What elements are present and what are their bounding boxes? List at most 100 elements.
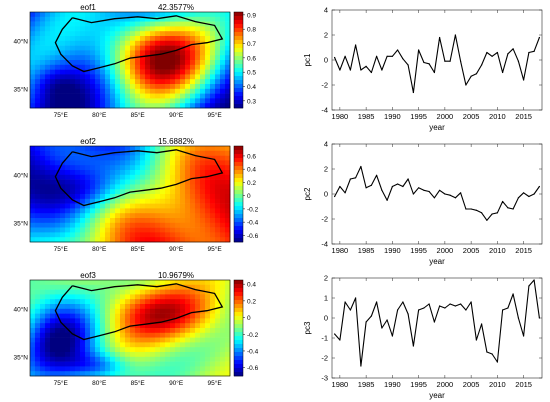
- field-cell: [225, 194, 231, 200]
- field-cell: [95, 184, 101, 190]
- field-cell: [165, 313, 171, 319]
- field-cell: [50, 55, 56, 61]
- field-cell: [225, 294, 231, 300]
- field-cell: [170, 198, 176, 204]
- field-cell: [100, 174, 106, 180]
- field-cell: [160, 332, 166, 338]
- field-cell: [100, 304, 106, 310]
- field-cell: [170, 21, 176, 27]
- field-cell: [40, 304, 46, 310]
- field-cell: [215, 79, 221, 85]
- field-cell: [95, 227, 101, 233]
- x-tick-label: 1995: [410, 380, 427, 389]
- field-cell: [75, 323, 81, 329]
- field-cell: [40, 332, 46, 338]
- field-cell: [95, 26, 101, 32]
- field-cell: [195, 347, 201, 353]
- field-cell: [80, 347, 86, 353]
- field-cell: [225, 304, 231, 310]
- field-cell: [55, 347, 61, 353]
- field-cell: [200, 208, 206, 214]
- field-cell: [100, 160, 106, 166]
- field-cell: [140, 227, 146, 233]
- field-cell: [140, 69, 146, 75]
- field-cell: [100, 12, 106, 18]
- field-cell: [160, 174, 166, 180]
- field-cell: [50, 40, 56, 46]
- field-cell: [145, 189, 151, 195]
- field-cell: [90, 74, 96, 80]
- colorbar-step: [234, 238, 243, 243]
- data-point: [512, 208, 514, 210]
- field-cell: [50, 184, 56, 190]
- field-cell: [130, 218, 136, 224]
- field-cell: [160, 328, 166, 334]
- data-point: [449, 194, 451, 196]
- field-cell: [130, 194, 136, 200]
- field-cell: [120, 342, 126, 348]
- field-cell: [30, 342, 36, 348]
- field-cell: [160, 304, 166, 310]
- field-cell: [155, 313, 161, 319]
- field-cell: [170, 69, 176, 75]
- field-cell: [160, 16, 166, 22]
- field-cell: [30, 174, 36, 180]
- data-point: [481, 323, 483, 325]
- field-cell: [70, 31, 76, 37]
- field-cell: [175, 189, 181, 195]
- field-cell: [190, 194, 196, 200]
- field-cell: [140, 74, 146, 80]
- field-cell: [195, 304, 201, 310]
- field-cell: [75, 40, 81, 46]
- field-cell: [80, 16, 86, 22]
- field-cell: [205, 45, 211, 51]
- field-cell: [145, 21, 151, 27]
- field-cell: [40, 165, 46, 171]
- field-cell: [225, 308, 231, 314]
- data-point: [454, 305, 456, 307]
- field-cell: [95, 237, 101, 243]
- field-cell: [75, 198, 81, 204]
- field-cell: [50, 232, 56, 238]
- field-cell: [130, 12, 136, 18]
- field-cell: [85, 60, 91, 66]
- field-cell: [75, 361, 81, 367]
- field-cell: [175, 31, 181, 37]
- field-cell: [165, 21, 171, 27]
- field-cell: [35, 45, 41, 51]
- field-cell: [205, 16, 211, 22]
- field-cell: [170, 146, 176, 152]
- field-cell: [190, 318, 196, 324]
- field-cell: [210, 146, 216, 152]
- field-cell: [205, 194, 211, 200]
- data-point: [460, 303, 462, 305]
- field-cell: [60, 55, 66, 61]
- field-cell: [160, 165, 166, 171]
- basin-boundary: [54, 15, 224, 73]
- field-cell: [190, 308, 196, 314]
- field-cell: [60, 237, 66, 243]
- field-cell: [50, 165, 56, 171]
- data-point: [339, 69, 341, 71]
- field-cell: [210, 203, 216, 209]
- field-cell: [150, 16, 156, 22]
- field-cell: [70, 74, 76, 80]
- field-cell: [200, 150, 206, 156]
- field-cell: [70, 337, 76, 343]
- field-cell: [190, 352, 196, 358]
- field-cell: [60, 64, 66, 70]
- field-cell: [110, 198, 116, 204]
- field-cell: [185, 160, 191, 166]
- field-cell: [115, 361, 121, 367]
- colorbar-step: [234, 56, 243, 61]
- field-cell: [70, 45, 76, 51]
- field-cell: [115, 222, 121, 228]
- field-cell: [205, 60, 211, 66]
- field-cell: [225, 342, 231, 348]
- field-cell: [45, 308, 51, 314]
- field-cell: [70, 165, 76, 171]
- field-cell: [220, 103, 226, 109]
- field-cell: [200, 232, 206, 238]
- field-cell: [175, 232, 181, 238]
- field-cell: [220, 280, 226, 286]
